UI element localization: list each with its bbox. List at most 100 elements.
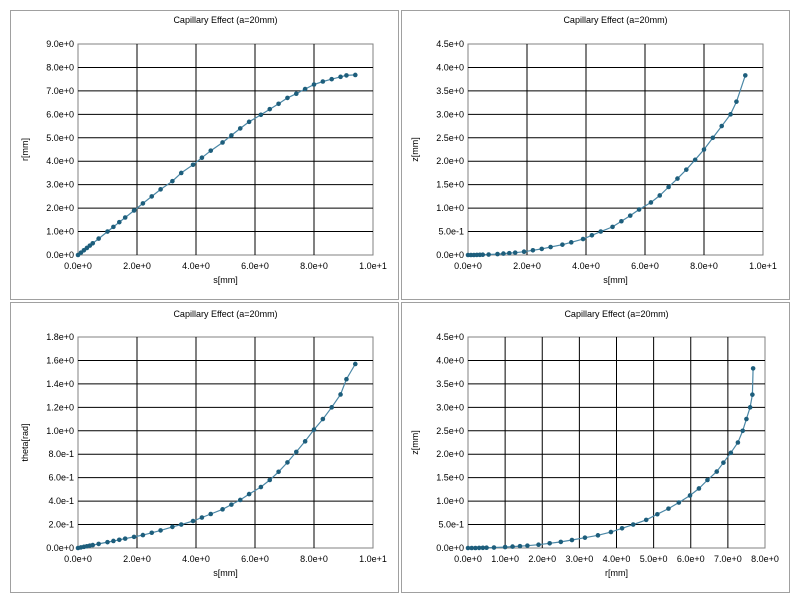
x-tick-label: 0.0e+0: [454, 554, 482, 564]
plot-area: [467, 43, 764, 256]
data-point: [302, 439, 308, 444]
data-point: [740, 428, 746, 434]
data-point: [178, 170, 184, 176]
x-tick-label: 1.0e+1: [749, 261, 777, 271]
data-point: [338, 392, 343, 397]
data-point: [285, 460, 290, 465]
data-point: [105, 539, 110, 545]
y-tick-label: 3.5e+0: [436, 86, 464, 96]
data-point: [267, 106, 273, 112]
data-point: [96, 541, 101, 547]
data-point: [512, 250, 518, 255]
y-tick-label: 2.0e+0: [436, 449, 464, 459]
data-point: [237, 126, 243, 131]
data-point: [484, 545, 489, 551]
y-tick-label: 4.0e+0: [46, 156, 74, 166]
data-point: [131, 534, 137, 540]
data-point: [320, 416, 326, 422]
data-point: [170, 524, 175, 530]
data-point: [267, 477, 273, 483]
data-point: [96, 236, 101, 241]
data-point: [666, 184, 671, 190]
y-tick-label: 4.5e+0: [436, 332, 464, 342]
data-point: [687, 493, 693, 498]
data-point: [311, 427, 317, 432]
data-point: [501, 251, 506, 256]
data-point: [502, 544, 508, 550]
data-point: [353, 361, 358, 367]
y-tick-label: 0.0e+0: [46, 250, 74, 260]
data-point: [495, 251, 500, 257]
data-point: [111, 224, 116, 230]
data-point: [237, 497, 243, 503]
data-point: [285, 95, 290, 101]
y-tick-label: 4.0e+0: [436, 62, 464, 72]
x-tick-label: 8.0e+0: [300, 261, 328, 271]
data-point: [158, 528, 163, 533]
data-point: [465, 545, 471, 551]
y-tick-label: 4.0e-1: [48, 496, 74, 506]
data-point: [276, 469, 281, 475]
x-tick-label: 4.0e+0: [182, 554, 210, 564]
y-tick-label: 3.5e+0: [436, 379, 464, 389]
y-tick-label: 7.0e+0: [46, 86, 74, 96]
y-tick-label: 5.0e-1: [438, 520, 464, 530]
data-point: [610, 224, 615, 230]
x-axis-label: s[mm]: [603, 275, 628, 285]
data-point: [90, 542, 96, 548]
data-point: [692, 157, 698, 163]
chart-title: Capillary Effect (a=20mm): [173, 15, 277, 25]
data-point: [657, 193, 663, 198]
data-point: [521, 249, 527, 255]
data-point: [728, 112, 733, 117]
chart-title: Capillary Effect (a=20mm): [564, 309, 668, 319]
data-point: [294, 91, 299, 97]
data-point: [258, 112, 264, 118]
y-tick-label: 1.0e+0: [46, 227, 74, 237]
y-tick-label: 1.2e+0: [46, 402, 74, 412]
data-point: [721, 460, 726, 465]
x-tick-label: 8.0e+0: [751, 554, 779, 564]
y-tick-label: 3.0e+0: [436, 109, 464, 119]
data-point: [486, 252, 491, 257]
data-point: [734, 99, 739, 104]
data-point: [158, 187, 163, 192]
data-point: [517, 543, 523, 549]
data-point: [131, 208, 137, 213]
y-tick-label: 1.0e+0: [436, 203, 464, 213]
data-point: [90, 240, 96, 246]
data-point: [229, 502, 234, 507]
data-point: [469, 545, 475, 551]
data-point: [589, 233, 595, 238]
plot-area: [77, 43, 374, 256]
data-point: [536, 542, 541, 548]
data-point: [580, 236, 586, 242]
data-point: [140, 532, 146, 538]
data-point: [507, 250, 512, 256]
y-tick-label: 8.0e+0: [46, 62, 74, 72]
data-point: [353, 72, 358, 78]
data-point: [480, 252, 486, 258]
data-point: [701, 147, 707, 152]
y-axis-label: z[mm]: [410, 137, 420, 162]
data-point: [619, 526, 625, 531]
data-point: [530, 248, 536, 253]
y-tick-label: 3.0e+0: [436, 402, 464, 412]
x-tick-label: 6.0e+0: [677, 554, 705, 564]
data-point: [258, 484, 264, 490]
y-tick-label: 2.0e+0: [46, 203, 74, 213]
y-axis-label: theta[rad]: [20, 423, 30, 461]
y-tick-label: 1.8e+0: [46, 332, 74, 342]
y-tick-label: 2.0e-1: [48, 520, 74, 530]
y-tick-label: 2.5e+0: [436, 133, 464, 143]
data-point: [655, 511, 660, 517]
x-tick-label: 1.0e+0: [491, 554, 519, 564]
data-point: [539, 246, 545, 252]
data-point: [684, 167, 689, 172]
data-point: [595, 533, 601, 538]
y-tick-label: 6.0e-1: [48, 473, 74, 483]
data-point: [170, 178, 175, 184]
data-point: [747, 405, 753, 410]
x-tick-label: 4.0e+0: [603, 554, 631, 564]
